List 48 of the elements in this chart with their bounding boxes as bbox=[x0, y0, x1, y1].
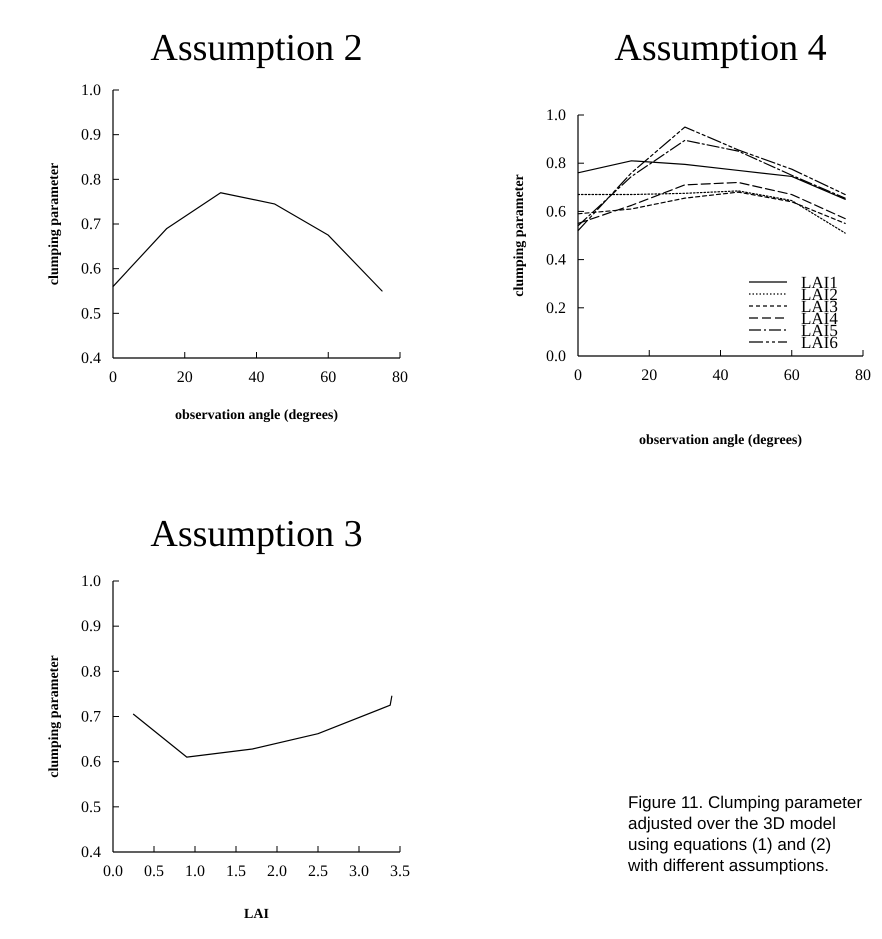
x-tick-label: 0 bbox=[109, 369, 117, 386]
chart-title: Assumption 2 bbox=[150, 27, 363, 69]
chart-title: Assumption 4 bbox=[614, 27, 827, 69]
y-tick-label: 0.8 bbox=[81, 171, 101, 188]
x-tick-label: 1.0 bbox=[185, 863, 205, 880]
chart-title: Assumption 3 bbox=[150, 513, 363, 555]
y-tick-label: 0.8 bbox=[546, 155, 566, 172]
x-tick-label: 0.0 bbox=[103, 863, 123, 880]
y-tick-label: 0.6 bbox=[546, 203, 566, 220]
y-tick-label: 0.5 bbox=[81, 305, 101, 322]
y-axis-title: clumping parameter bbox=[47, 655, 62, 778]
y-tick-label: 1.0 bbox=[81, 82, 101, 99]
x-axis-title: LAI bbox=[244, 907, 269, 922]
x-tick-label: 1.5 bbox=[226, 863, 246, 880]
x-tick-label: 60 bbox=[320, 369, 336, 386]
x-axis-title: observation angle (degrees) bbox=[638, 433, 802, 448]
y-tick-label: 1.0 bbox=[81, 573, 101, 590]
x-tick-label: 2.0 bbox=[267, 863, 287, 880]
y-tick-label: 0.4 bbox=[81, 350, 101, 367]
caption: Figure 11. Clumping parameter adjusted over the 3D model using equations (1) and (2) with different assumptions. bbox=[627, 793, 862, 875]
y-tick-label: 0.9 bbox=[81, 126, 101, 144]
y-tick-label: 0.4 bbox=[81, 844, 101, 861]
x-tick-label: 60 bbox=[784, 367, 800, 384]
y-tick-label: 0.7 bbox=[81, 708, 101, 726]
y-tick-label: 0.5 bbox=[81, 798, 101, 816]
y-tick-label: 0.6 bbox=[81, 754, 101, 771]
x-tick-label: 0 bbox=[574, 367, 582, 384]
y-axis-title: clumping parameter bbox=[512, 174, 527, 297]
y-tick-label: 0.6 bbox=[81, 260, 101, 278]
x-tick-label: 20 bbox=[176, 369, 193, 386]
x-tick-label: 80 bbox=[855, 367, 871, 384]
x-tick-label: 3.0 bbox=[349, 863, 369, 880]
y-axis-title: clumping parameter bbox=[47, 162, 62, 286]
x-tick-label: 40 bbox=[712, 367, 728, 384]
y-tick-label: 0.8 bbox=[81, 663, 101, 680]
x-tick-label: 3.5 bbox=[390, 863, 410, 880]
x-axis-title: observation angle (degrees) bbox=[174, 408, 338, 423]
y-tick-label: 0.0 bbox=[546, 348, 566, 365]
y-tick-label: 0.2 bbox=[546, 300, 566, 317]
x-tick-label: 40 bbox=[248, 369, 264, 386]
x-tick-label: 2.5 bbox=[308, 863, 328, 880]
y-tick-label: 0.7 bbox=[81, 216, 101, 233]
x-tick-label: 80 bbox=[392, 369, 408, 386]
x-tick-label: 20 bbox=[641, 367, 658, 384]
y-tick-label: 0.9 bbox=[81, 618, 101, 636]
y-tick-label: 1.0 bbox=[546, 107, 566, 124]
y-tick-label: 0.4 bbox=[546, 252, 566, 269]
x-tick-label: 0.5 bbox=[144, 863, 164, 880]
